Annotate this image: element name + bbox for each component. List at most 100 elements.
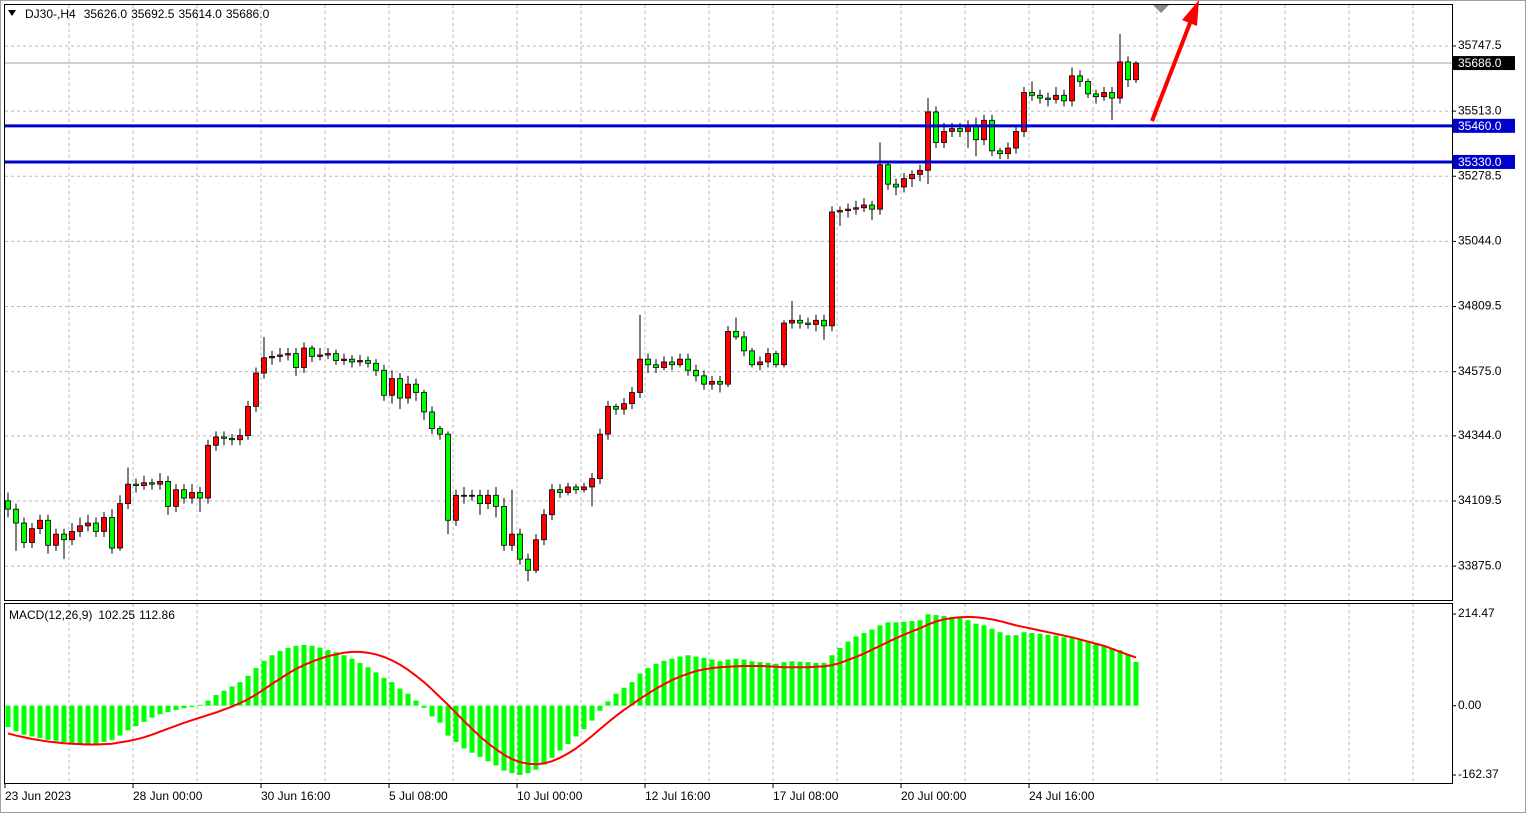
histogram-bar [1005, 635, 1011, 706]
histogram-bar [653, 663, 659, 706]
histogram-bar [69, 705, 75, 744]
level-price-tag [1453, 154, 1515, 169]
candle-body [1133, 62, 1139, 81]
histogram-bar [533, 705, 539, 770]
histogram-bar [461, 705, 467, 749]
histogram-bar [997, 632, 1003, 706]
signal-line [7, 615, 1137, 766]
candle-body [213, 436, 219, 446]
y-tick-label: 214.47 [1458, 606, 1495, 620]
candle-body [541, 514, 547, 541]
candle-body [1061, 94, 1067, 102]
candle-body [141, 482, 147, 486]
histogram-bar [1133, 661, 1139, 706]
candle-body [173, 489, 179, 507]
candle-body [29, 528, 35, 543]
candle-body [333, 353, 339, 361]
level-price-tag [1453, 118, 1515, 133]
histogram-bar [285, 648, 291, 706]
candle-body [533, 539, 539, 571]
candle-body [797, 319, 803, 324]
histogram-bar [709, 659, 715, 706]
candle-body [1013, 130, 1019, 149]
histogram-bar [61, 705, 67, 742]
candle-body [821, 319, 827, 327]
histogram-bar [109, 705, 115, 740]
candle-body [373, 362, 379, 371]
histogram-bar [725, 659, 731, 706]
histogram-bar [173, 705, 179, 710]
candle-body [1021, 92, 1027, 132]
candle-body [325, 353, 331, 356]
x-tick-label: 20 Jul 00:00 [901, 789, 967, 803]
candle-body [125, 483, 131, 505]
histogram-bar [605, 701, 611, 706]
candle-body [917, 169, 923, 175]
histogram-bar [125, 705, 131, 731]
histogram-bar [1061, 637, 1067, 706]
annotation-arrow-head [1182, 0, 1199, 26]
histogram-bar [733, 658, 739, 706]
histogram-bar [1069, 638, 1075, 706]
candle-body [581, 486, 587, 491]
candle-body [605, 405, 611, 435]
candle-body [773, 353, 779, 366]
histogram-bar [77, 705, 83, 745]
candle-body [269, 355, 275, 359]
candle-body [261, 357, 267, 374]
marks-layer: 35747.5 35513.0 35278.5 35044.0 34809.5 34575… [4, 34, 1515, 803]
candle-body [445, 433, 451, 521]
high-label: 35692.5 [131, 7, 175, 21]
candle-body [253, 372, 259, 407]
candle-body [461, 494, 467, 497]
candle-body [957, 128, 963, 132]
histogram-bar [453, 705, 459, 742]
candle-body [181, 489, 187, 499]
histogram-bar [877, 625, 883, 706]
candle-body [293, 353, 299, 368]
candle-body [557, 489, 563, 493]
histogram-bar [717, 661, 723, 706]
histogram-bar [821, 662, 827, 706]
histogram-bar [693, 656, 699, 706]
candle-body [413, 383, 419, 393]
histogram-bar [677, 656, 683, 706]
histogram-bar [149, 705, 155, 718]
histogram-bar [565, 705, 571, 745]
histogram-bar [317, 647, 323, 706]
candle-body [381, 369, 387, 396]
candle-body [245, 405, 251, 436]
histogram-bar [237, 682, 243, 706]
histogram-bar [965, 620, 971, 706]
candle-body [981, 119, 987, 141]
candle-body [421, 392, 427, 413]
histogram-bar [573, 705, 579, 737]
candle-body [69, 530, 75, 541]
close-label: 35686.0 [226, 7, 270, 21]
histogram-bar [413, 700, 419, 706]
histogram-bar [389, 682, 395, 706]
histogram-bar [165, 705, 171, 713]
candle-body [189, 492, 195, 499]
candle-body [805, 322, 811, 325]
candle-body [893, 183, 899, 188]
candle-body [1125, 61, 1131, 81]
candle-body [477, 494, 483, 505]
candle-body [1077, 75, 1083, 82]
candle-body [909, 174, 915, 180]
histogram-bar [645, 668, 651, 706]
candle-body [621, 403, 627, 410]
histogram-bar [117, 705, 123, 736]
candle-body [309, 347, 315, 357]
candle-body [229, 437, 235, 441]
histogram-bar [485, 705, 491, 762]
candle-body [1029, 92, 1035, 96]
candle-body [861, 204, 867, 209]
candle-body [53, 533, 59, 546]
x-tick-label: 30 Jun 16:00 [261, 789, 331, 803]
histogram-bar [93, 705, 99, 745]
candle-body [221, 436, 227, 439]
y-tick-label: -162.37 [1458, 767, 1499, 781]
histogram-bar [901, 621, 907, 706]
histogram-bar [501, 705, 507, 771]
